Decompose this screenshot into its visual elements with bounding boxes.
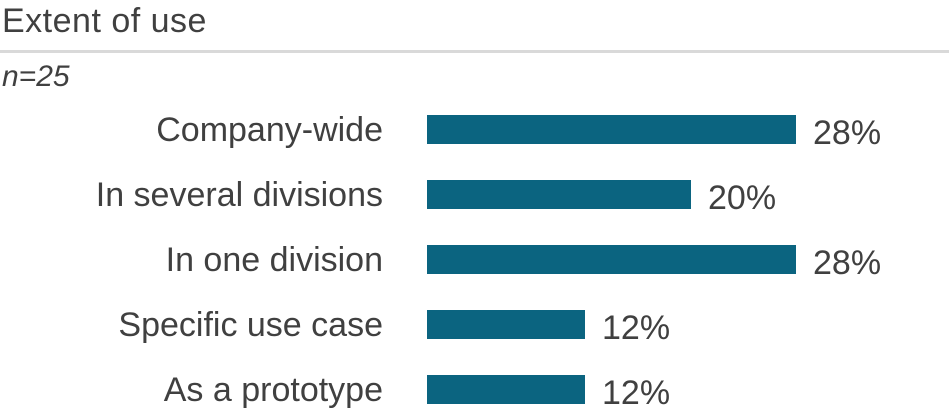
bar-row: As a prototype 12% (0, 357, 949, 418)
bar (427, 115, 796, 144)
bar-row: In one division 28% (0, 227, 949, 292)
bar (427, 310, 585, 339)
category-label: As a prototype (163, 370, 383, 409)
category-label: Specific use case (118, 305, 383, 344)
value-label: 12% (602, 373, 671, 412)
bar-chart: Company-wide 28% In several divisions 20% In… (0, 97, 949, 418)
bar (427, 245, 796, 274)
category-label: Company-wide (156, 110, 383, 149)
value-label: 28% (813, 243, 882, 282)
page-title: Extent of use (2, 2, 207, 40)
title-divider (0, 50, 949, 53)
bar (427, 180, 691, 209)
bar-row: Company-wide 28% (0, 97, 949, 162)
value-label: 20% (708, 178, 777, 217)
value-label: 12% (602, 308, 671, 347)
bar-row: In several divisions 20% (0, 162, 949, 227)
bar (427, 375, 585, 404)
category-label: In one division (165, 240, 383, 279)
sample-size-note: n=25 (2, 60, 70, 93)
bar-row: Specific use case 12% (0, 292, 949, 357)
value-label: 28% (813, 113, 882, 152)
category-label: In several divisions (95, 175, 383, 214)
